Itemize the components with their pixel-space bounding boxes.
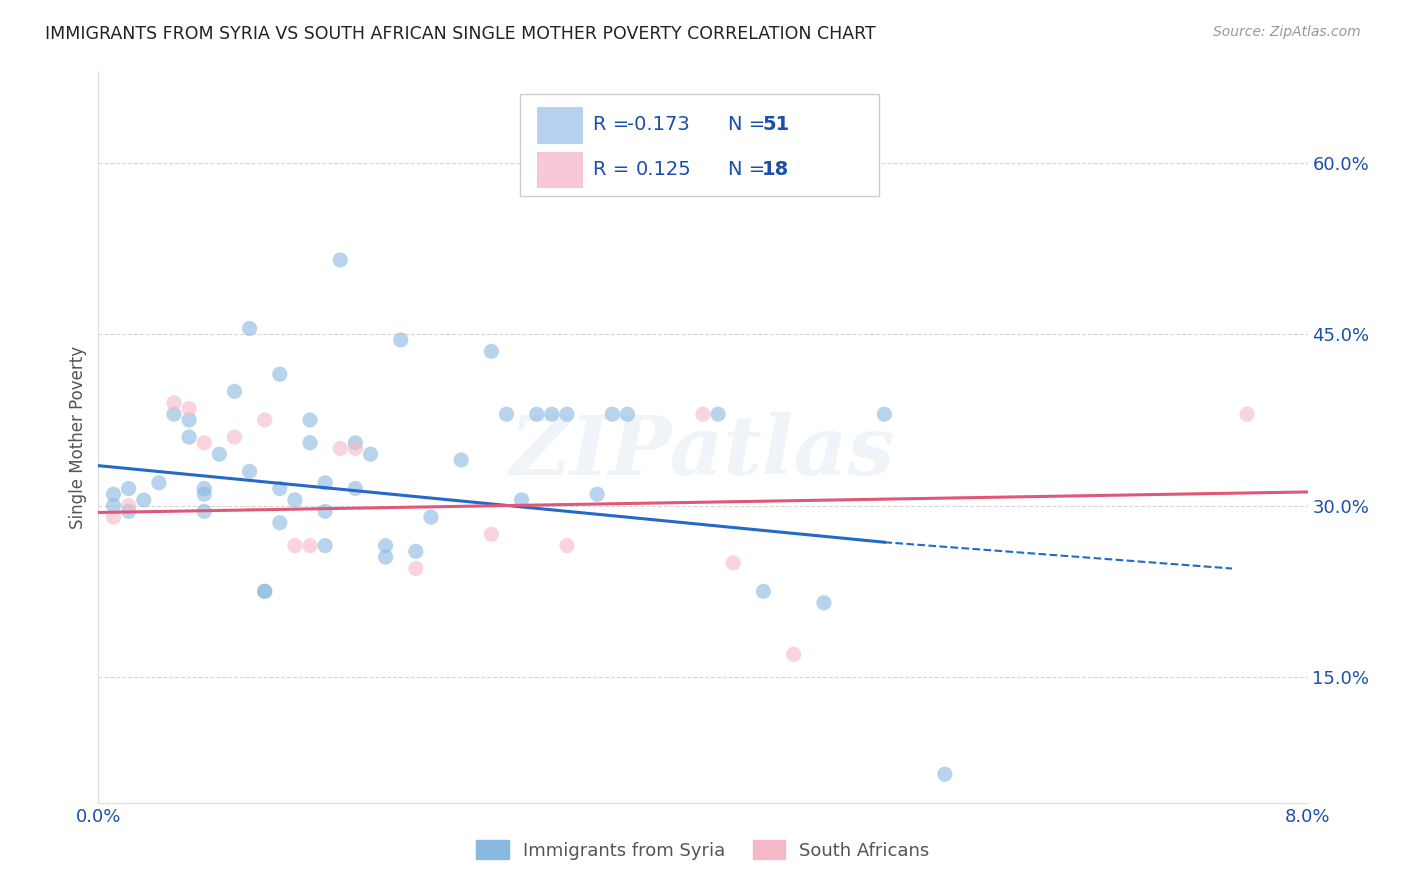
Point: [163, 396, 186, 410]
Point: [253, 413, 276, 427]
Text: R =: R =: [593, 160, 643, 179]
Point: [253, 584, 276, 599]
Point: [707, 407, 730, 421]
Point: [450, 453, 472, 467]
Point: [132, 492, 155, 507]
Point: [284, 539, 307, 553]
Point: [208, 447, 231, 461]
Point: [374, 539, 396, 553]
Point: [118, 482, 141, 496]
Point: [299, 435, 322, 450]
Point: [495, 407, 517, 421]
Point: [193, 482, 215, 496]
Point: [224, 430, 246, 444]
Point: [118, 499, 141, 513]
Text: 51: 51: [762, 115, 789, 135]
Text: 0.125: 0.125: [636, 160, 692, 179]
Point: [934, 767, 956, 781]
Y-axis label: Single Mother Poverty: Single Mother Poverty: [69, 345, 87, 529]
Point: [586, 487, 609, 501]
Point: [481, 344, 503, 359]
Point: [481, 527, 503, 541]
Point: [118, 504, 141, 518]
Point: [239, 321, 262, 335]
Text: 18: 18: [762, 160, 789, 179]
Point: [420, 510, 443, 524]
Point: [873, 407, 896, 421]
Point: [269, 482, 291, 496]
Point: [329, 252, 352, 267]
Point: [148, 475, 170, 490]
Point: [193, 435, 215, 450]
Point: [269, 516, 291, 530]
Point: [602, 407, 624, 421]
Point: [344, 482, 367, 496]
Point: [193, 487, 215, 501]
Point: [103, 499, 125, 513]
Point: [299, 413, 322, 427]
Point: [344, 442, 367, 456]
Point: [555, 539, 578, 553]
Point: [405, 561, 427, 575]
Point: [314, 504, 336, 518]
Point: [179, 401, 201, 416]
Point: [329, 442, 352, 456]
Point: [314, 539, 336, 553]
Point: [389, 333, 412, 347]
Point: [616, 407, 638, 421]
Point: [723, 556, 745, 570]
Point: [179, 413, 201, 427]
Legend: Immigrants from Syria, South Africans: Immigrants from Syria, South Africans: [470, 833, 936, 867]
Point: [813, 596, 835, 610]
Point: [405, 544, 427, 558]
Point: [224, 384, 246, 399]
Text: Source: ZipAtlas.com: Source: ZipAtlas.com: [1213, 25, 1361, 39]
Text: N =: N =: [728, 160, 772, 179]
Point: [103, 510, 125, 524]
Point: [1236, 407, 1258, 421]
Point: [253, 584, 276, 599]
Point: [555, 407, 578, 421]
Point: [783, 647, 806, 661]
Point: [239, 464, 262, 478]
Text: R =: R =: [593, 115, 636, 135]
Point: [103, 487, 125, 501]
Point: [540, 407, 562, 421]
Point: [193, 504, 215, 518]
Point: [752, 584, 775, 599]
Point: [284, 492, 307, 507]
Point: [179, 430, 201, 444]
Point: [344, 435, 367, 450]
Text: IMMIGRANTS FROM SYRIA VS SOUTH AFRICAN SINGLE MOTHER POVERTY CORRELATION CHART: IMMIGRANTS FROM SYRIA VS SOUTH AFRICAN S…: [45, 25, 876, 43]
Text: -0.173: -0.173: [627, 115, 690, 135]
Point: [374, 550, 396, 565]
Point: [299, 539, 322, 553]
Point: [163, 407, 186, 421]
Point: [360, 447, 382, 461]
Point: [510, 492, 533, 507]
Text: ZIPatlas: ZIPatlas: [510, 412, 896, 491]
Point: [692, 407, 714, 421]
Text: N =: N =: [728, 115, 772, 135]
Point: [526, 407, 548, 421]
Point: [269, 368, 291, 382]
Point: [314, 475, 336, 490]
